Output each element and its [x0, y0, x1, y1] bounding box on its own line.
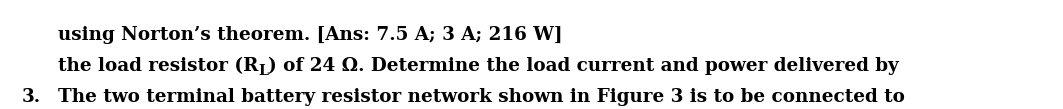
Text: ) of 24 Ω. Determine the load current and power delivered by: ) of 24 Ω. Determine the load current an… [268, 57, 899, 75]
Text: The two terminal battery resistor network shown in Figure 3 is to be connected t: The two terminal battery resistor networ… [58, 88, 905, 106]
Text: the load resistor (R: the load resistor (R [58, 57, 258, 75]
Text: using Norton’s theorem. [Ans: 7.5 A; 3 A; 216 W]: using Norton’s theorem. [Ans: 7.5 A; 3 A… [58, 26, 562, 44]
Text: 3.: 3. [22, 88, 41, 106]
Text: L: L [258, 64, 268, 78]
